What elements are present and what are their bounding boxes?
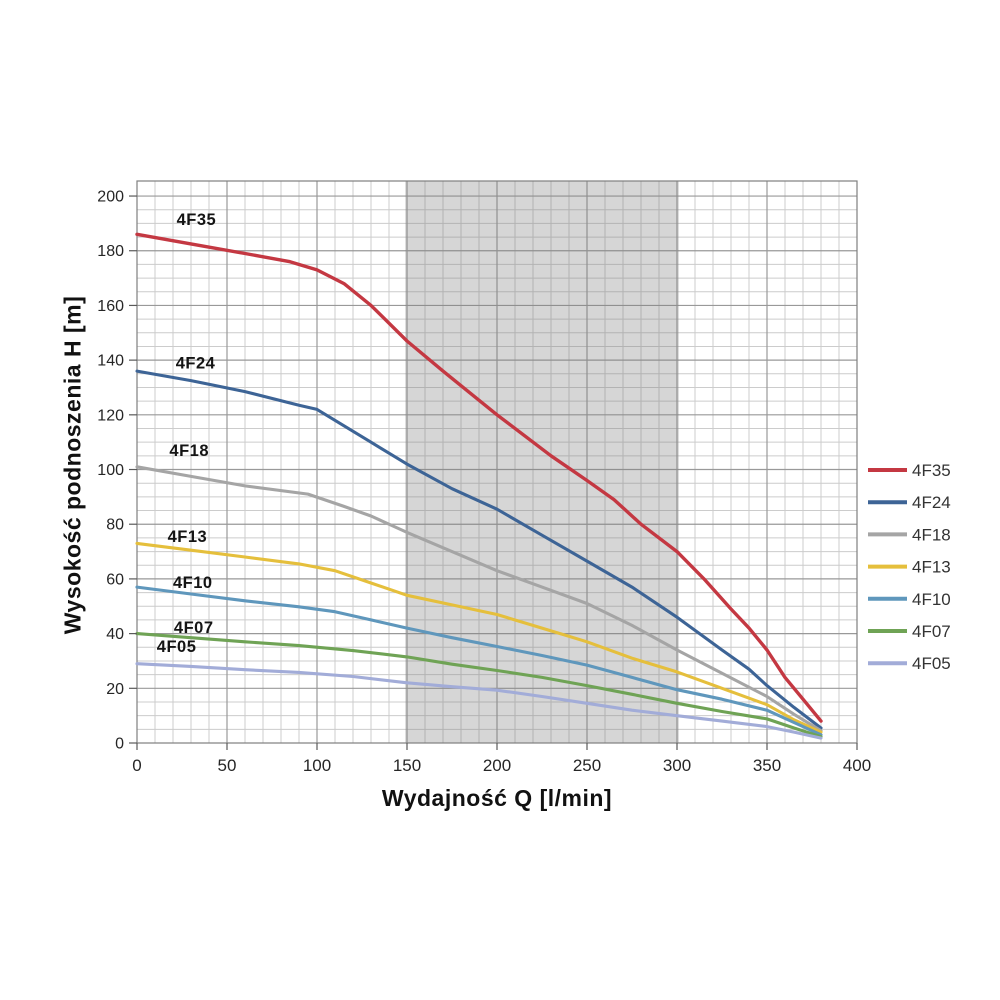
curve-label-4F13: 4F13 bbox=[168, 528, 208, 546]
curve-4F10 bbox=[135, 585, 823, 737]
x-tick-label: 200 bbox=[483, 756, 511, 775]
y-axis-title: Wysokość podnoszenia H [m] bbox=[59, 295, 86, 635]
curve-4F35 bbox=[135, 232, 823, 723]
legend-label-4F24: 4F24 bbox=[912, 493, 951, 512]
x-tick-label: 100 bbox=[303, 756, 331, 775]
y-tick-label: 20 bbox=[106, 681, 124, 698]
curve-label-4F07: 4F07 bbox=[174, 619, 214, 637]
y-tick-label: 160 bbox=[97, 298, 124, 315]
y-tick-label: 80 bbox=[106, 517, 124, 534]
curve-label-4F05: 4F05 bbox=[157, 638, 197, 656]
y-tick-label: 40 bbox=[106, 626, 124, 643]
y-tick-label: 200 bbox=[97, 189, 124, 206]
y-tick-label: 0 bbox=[115, 736, 124, 753]
legend-label-4F05: 4F05 bbox=[912, 654, 951, 673]
operating-range-band bbox=[405, 181, 679, 743]
legend-label-4F10: 4F10 bbox=[912, 590, 951, 609]
x-tick-label: 350 bbox=[753, 756, 781, 775]
y-tick-label: 60 bbox=[106, 571, 124, 588]
curve-label-4F35: 4F35 bbox=[177, 211, 217, 229]
y-tick-label: 180 bbox=[97, 243, 124, 260]
curve-4F24 bbox=[135, 369, 823, 730]
x-tick-label: 0 bbox=[132, 756, 141, 775]
x-tick-label: 50 bbox=[218, 756, 237, 775]
curve-label-4F18: 4F18 bbox=[169, 442, 209, 460]
curve-4F07 bbox=[135, 632, 823, 739]
curve-4F18 bbox=[135, 465, 823, 733]
curve-4F05 bbox=[135, 662, 823, 740]
x-tick-label: 300 bbox=[663, 756, 691, 775]
legend-label-4F35: 4F35 bbox=[912, 461, 951, 480]
legend-label-4F18: 4F18 bbox=[912, 525, 951, 544]
curve-label-4F24: 4F24 bbox=[176, 354, 216, 372]
y-tick-label: 100 bbox=[97, 462, 124, 479]
y-tick-label: 120 bbox=[97, 407, 124, 424]
curve-4F13 bbox=[135, 541, 823, 734]
legend-label-4F07: 4F07 bbox=[912, 622, 951, 641]
x-tick-label: 400 bbox=[843, 756, 871, 775]
x-tick-label: 150 bbox=[393, 756, 421, 775]
x-tick-label: 250 bbox=[573, 756, 601, 775]
legend-label-4F13: 4F13 bbox=[912, 558, 951, 577]
x-axis-title: Wydajność Q [l/min] bbox=[381, 785, 613, 811]
y-tick-label: 140 bbox=[97, 353, 124, 370]
curve-label-4F10: 4F10 bbox=[173, 574, 213, 592]
